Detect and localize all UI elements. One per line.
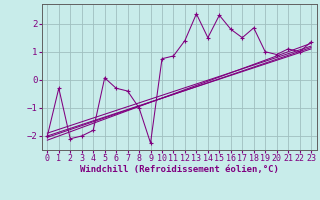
X-axis label: Windchill (Refroidissement éolien,°C): Windchill (Refroidissement éolien,°C) (80, 165, 279, 174)
